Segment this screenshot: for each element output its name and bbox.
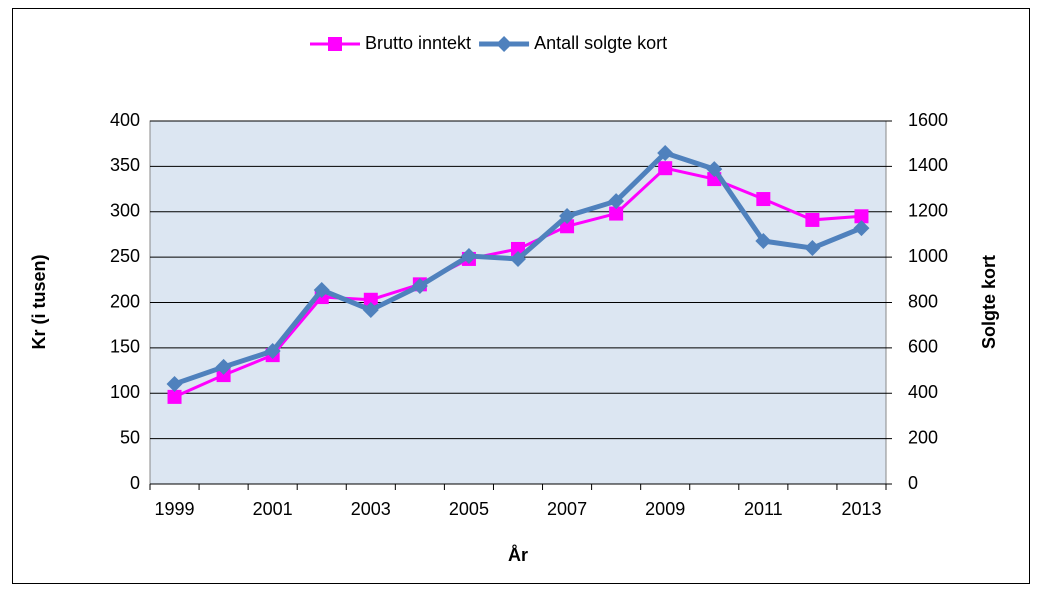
y2-axis-title: Solgte kort xyxy=(979,255,999,349)
marker xyxy=(609,206,624,221)
marker xyxy=(215,358,232,375)
y-tick-label: 150 xyxy=(110,337,140,357)
marker xyxy=(216,368,231,383)
marker xyxy=(264,343,281,360)
marker xyxy=(460,247,477,264)
marker xyxy=(853,220,870,237)
marker xyxy=(411,277,428,294)
legend-label: Brutto inntekt xyxy=(365,33,471,53)
marker xyxy=(657,144,674,161)
y2-tick-label: 200 xyxy=(908,427,938,447)
marker xyxy=(511,241,525,256)
y2-tick-label: 1000 xyxy=(908,246,948,266)
marker xyxy=(496,36,513,52)
marker xyxy=(805,212,820,227)
marker xyxy=(560,219,575,234)
y2-tick-label: 400 xyxy=(908,382,938,402)
y2-tick-label: 1400 xyxy=(908,155,948,175)
y-axis-title: Kr (i tusen) xyxy=(29,254,49,349)
x-tick-label: 2011 xyxy=(744,499,783,519)
marker xyxy=(608,193,625,210)
y-tick-label: 0 xyxy=(130,473,140,493)
marker xyxy=(756,192,771,207)
y2-tick-label: 800 xyxy=(908,291,938,311)
y-tick-label: 350 xyxy=(110,155,140,175)
legend-label: Antall solgte kort xyxy=(534,33,667,53)
marker xyxy=(706,161,723,178)
x-tick-label: 2001 xyxy=(253,499,293,519)
marker xyxy=(510,250,526,267)
y2-tick-label: 600 xyxy=(908,337,938,357)
x-tick-label: 2013 xyxy=(841,499,881,519)
x-tick-label: 1999 xyxy=(155,499,195,519)
marker xyxy=(559,208,576,225)
marker xyxy=(167,389,182,404)
marker xyxy=(658,161,673,176)
x-axis-title: År xyxy=(508,545,528,565)
marker xyxy=(328,37,342,51)
y-tick-label: 300 xyxy=(110,201,140,221)
y2-tick-label: 1200 xyxy=(908,201,948,221)
y-tick-label: 250 xyxy=(110,246,140,266)
marker xyxy=(166,375,183,392)
marker xyxy=(313,282,330,299)
y2-tick-label: 1600 xyxy=(908,110,948,130)
y-tick-label: 100 xyxy=(110,382,140,402)
marker xyxy=(363,292,378,307)
x-tick-label: 2003 xyxy=(351,499,391,519)
marker xyxy=(755,233,772,250)
marker xyxy=(362,301,379,318)
marker xyxy=(804,240,821,257)
x-tick-label: 2007 xyxy=(547,499,587,519)
y2-tick-label: 0 xyxy=(908,473,918,493)
x-tick-label: 2005 xyxy=(449,499,489,519)
x-tick-label: 2009 xyxy=(645,499,685,519)
y-tick-label: 200 xyxy=(110,291,140,311)
y-tick-label: 50 xyxy=(120,427,140,447)
marker xyxy=(854,209,869,224)
y-tick-label: 400 xyxy=(110,110,140,130)
